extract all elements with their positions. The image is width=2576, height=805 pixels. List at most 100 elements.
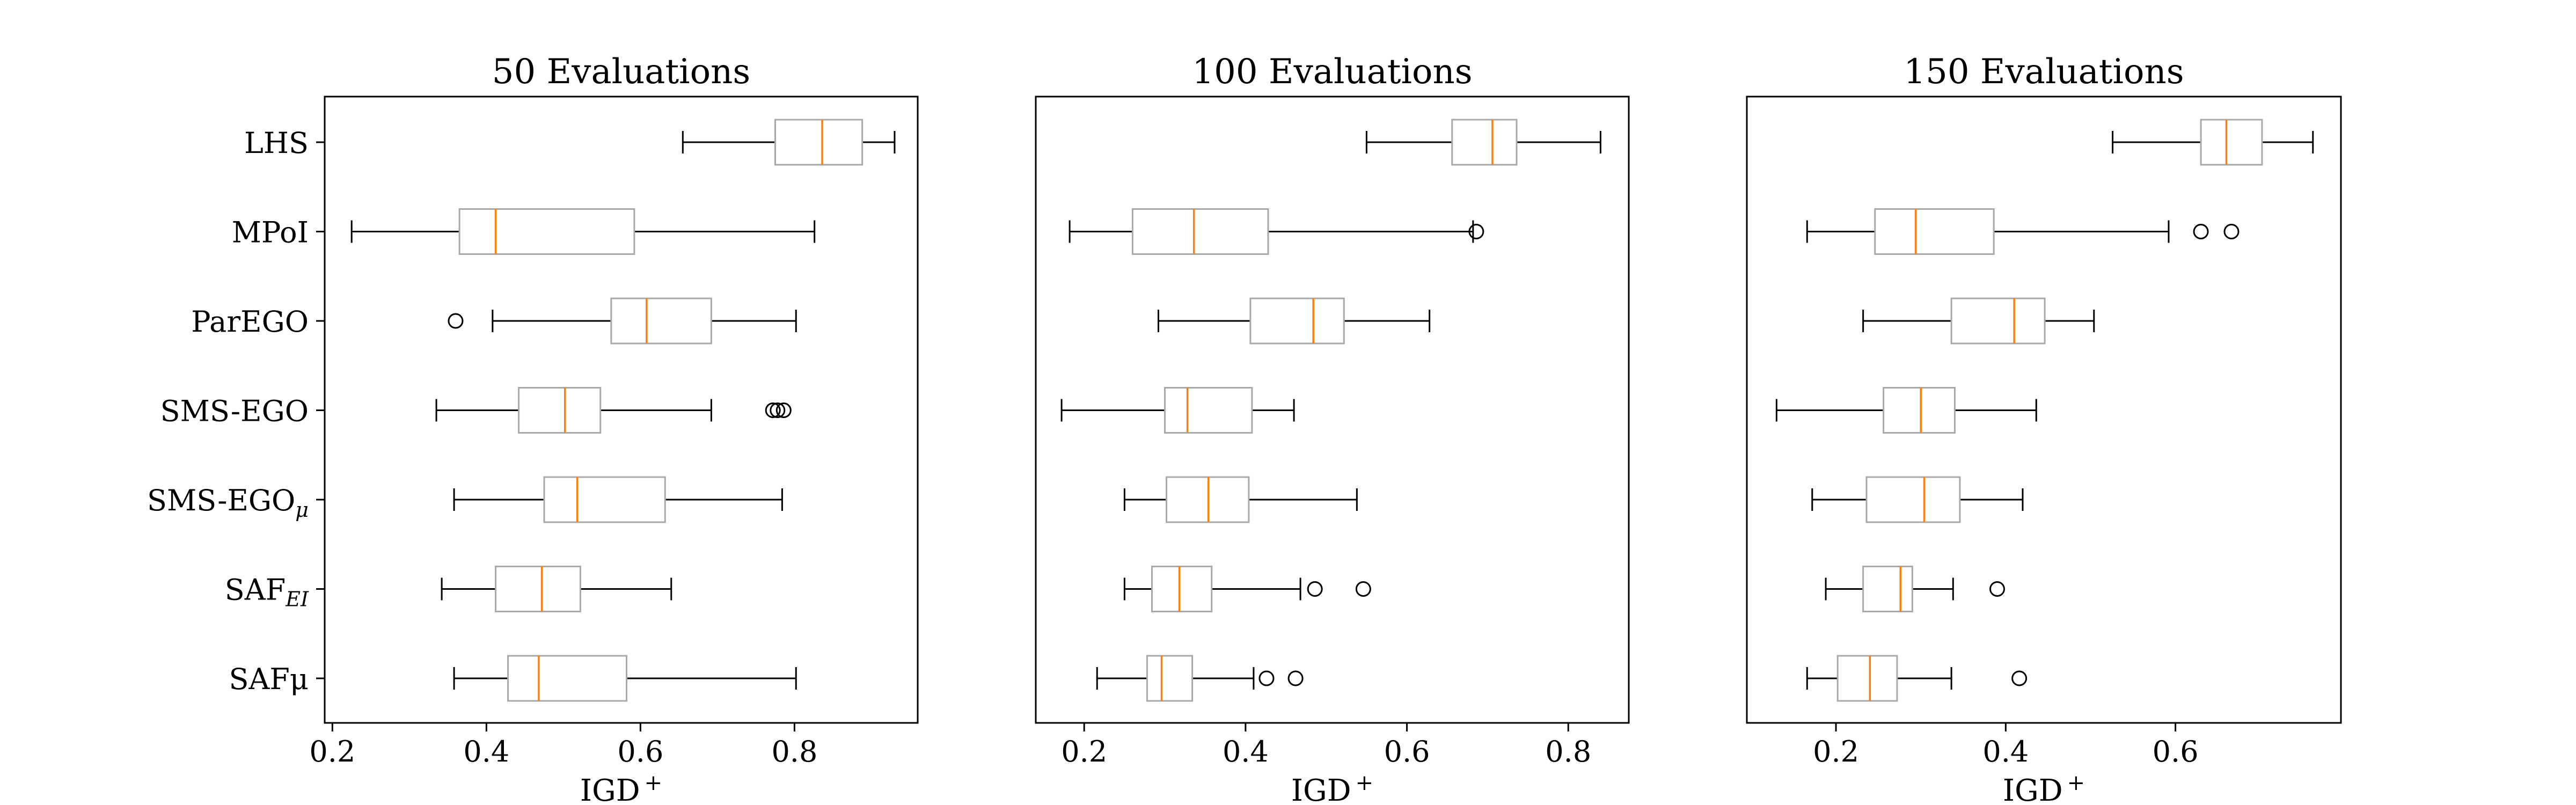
box-iqr xyxy=(495,566,581,612)
axes-frame xyxy=(324,96,919,724)
axes-frame xyxy=(1746,96,2342,724)
ytick-label-base: ParEGO xyxy=(191,305,309,339)
outlier-point xyxy=(765,402,781,418)
box-iqr xyxy=(1950,297,2046,345)
xtick-label: 0.2 xyxy=(1813,735,1859,769)
box-0 xyxy=(682,119,896,166)
outlier-point xyxy=(1287,670,1304,686)
box-2 xyxy=(1158,297,1431,345)
box-6 xyxy=(1806,655,2028,702)
box-iqr xyxy=(774,119,863,166)
box-2 xyxy=(1862,297,2095,345)
x-axis-label-base: IGD xyxy=(580,773,640,805)
box-iqr xyxy=(1874,208,1995,255)
xtick-label: 0.2 xyxy=(1061,735,1107,769)
box-iqr xyxy=(1249,297,1345,345)
box-3 xyxy=(435,387,792,434)
ytick-label-0: LHS xyxy=(244,126,309,160)
ytick-label-base: SAF xyxy=(225,573,286,607)
xtick-label: 0.8 xyxy=(771,735,817,769)
box-iqr xyxy=(1451,119,1518,166)
box-iqr xyxy=(2200,119,2263,166)
outlier-point xyxy=(1307,581,1323,597)
box-3 xyxy=(1060,387,1295,434)
x-axis-label: IGD + xyxy=(2003,771,2085,805)
panel-title: 50 Evaluations xyxy=(492,52,750,92)
ytick-label-4: SMS-EGOμ xyxy=(147,484,309,522)
xtick-label: 0.4 xyxy=(463,735,509,769)
x-axis-label-superscript: + xyxy=(2067,771,2085,795)
box-5 xyxy=(1123,566,1371,612)
xtick-label: 0.6 xyxy=(1384,735,1430,769)
box-1 xyxy=(350,208,816,255)
ytick-label-5: SAFEI xyxy=(225,573,309,611)
panel-title: 150 Evaluations xyxy=(1904,52,2184,92)
x-axis-label: IGD + xyxy=(580,771,662,805)
xtick-label: 0.6 xyxy=(2153,735,2199,769)
box-1 xyxy=(1069,208,1484,255)
outlier-point xyxy=(770,402,786,418)
box-iqr xyxy=(543,476,666,523)
box-5 xyxy=(1825,566,2006,612)
panel-2: 150 Evaluations 0.2 0.4 0.6 IGD + xyxy=(1746,52,2342,805)
xtick-label: 0.8 xyxy=(1545,735,1591,769)
panel-title: 100 Evaluations xyxy=(1192,52,1472,92)
x-axis-label-superscript: + xyxy=(1356,771,1374,795)
panel-0: 50 Evaluations 0.2 0.4 0.6 0.8 IGD + xyxy=(309,52,919,805)
box-iqr xyxy=(518,387,602,434)
x-axis-label: IGD + xyxy=(1291,771,1373,805)
box-5 xyxy=(441,566,672,612)
box-4 xyxy=(1123,476,1358,523)
xtick-label: 0.6 xyxy=(617,735,663,769)
ytick-label-base: MPoI xyxy=(232,216,309,250)
xtick-label: 0.2 xyxy=(309,735,355,769)
outlier-point xyxy=(775,402,792,418)
ytick-label-3: SMS-EGO xyxy=(160,394,309,428)
box-iqr xyxy=(1146,655,1194,702)
ytick-label-2: ParEGO xyxy=(191,305,309,339)
ytick-label-6: SAFμ xyxy=(229,662,309,696)
box-6 xyxy=(453,655,797,702)
outlier-point xyxy=(2011,670,2028,686)
panel-1: 100 Evaluations 0.2 0.4 0.6 0.8 IGD + xyxy=(1035,52,1630,805)
xtick-label: 0.4 xyxy=(1982,735,2029,769)
ytick-label-subscript: EI xyxy=(285,588,309,611)
ytick-label-1: MPoI xyxy=(232,216,309,250)
outlier-point xyxy=(2193,224,2209,239)
ytick-label-subscript: μ xyxy=(295,498,309,522)
ytick-label-base: SAFμ xyxy=(229,662,309,696)
box-0 xyxy=(1365,119,1601,166)
box-iqr xyxy=(1862,566,1913,612)
box-iqr xyxy=(458,208,635,255)
box-3 xyxy=(1775,387,2037,434)
xtick-label: 0.4 xyxy=(1223,735,1269,769)
box-iqr xyxy=(1131,208,1269,255)
box-iqr xyxy=(610,297,712,345)
outlier-point xyxy=(1989,581,2006,597)
box-iqr xyxy=(1164,387,1253,434)
box-0 xyxy=(2112,119,2314,166)
ytick-label-base: SMS-EGO xyxy=(160,394,309,428)
outlier-point xyxy=(2223,224,2240,239)
box-4 xyxy=(1811,476,2024,523)
box-1 xyxy=(1806,208,2240,255)
box-iqr xyxy=(1865,476,1961,523)
box-iqr xyxy=(1883,387,1956,434)
box-iqr xyxy=(1836,655,1898,702)
ytick-label-base: SMS-EGO xyxy=(147,484,295,517)
axes-frame xyxy=(1035,96,1630,724)
outlier-point xyxy=(448,313,464,329)
box-6 xyxy=(1096,655,1304,702)
box-iqr xyxy=(507,655,628,702)
outlier-point xyxy=(1468,224,1484,239)
box-4 xyxy=(453,476,783,523)
x-axis-label-base: IGD xyxy=(2003,773,2063,805)
x-axis-label-superscript: + xyxy=(645,771,663,795)
box-2 xyxy=(448,297,797,345)
outlier-point xyxy=(1258,670,1275,686)
ytick-label-base: LHS xyxy=(244,126,309,160)
box-iqr xyxy=(1151,566,1213,612)
x-axis-label-base: IGD xyxy=(1291,773,1351,805)
outlier-point xyxy=(1355,581,1371,597)
